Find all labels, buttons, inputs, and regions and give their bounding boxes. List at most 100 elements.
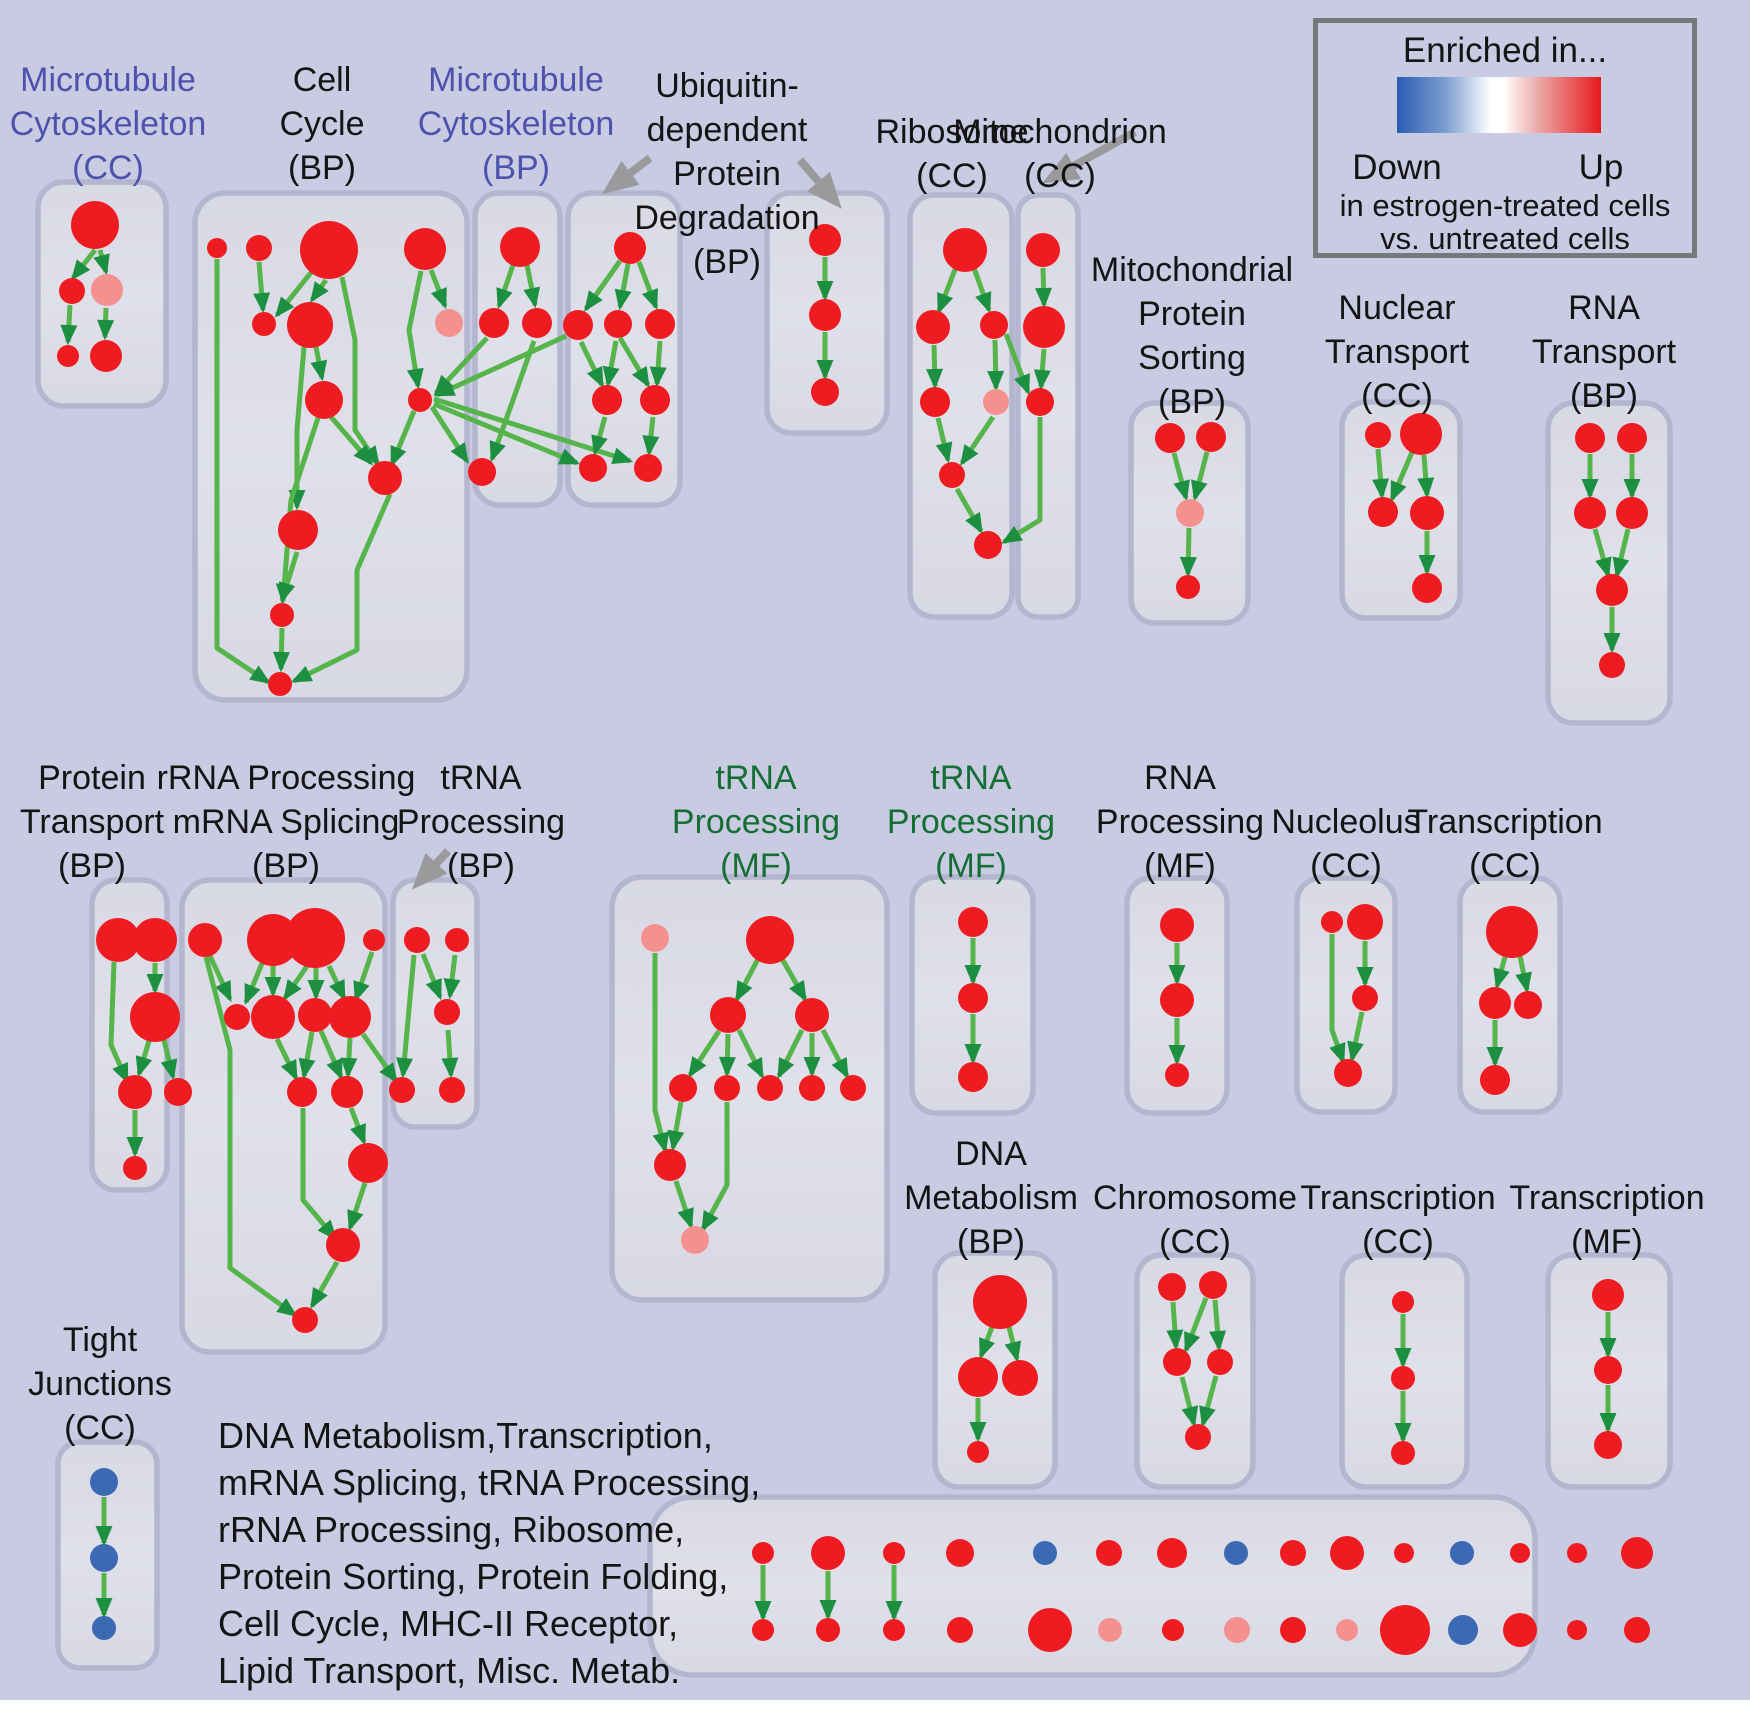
edge-arrow xyxy=(667,1101,685,1152)
gene-node xyxy=(563,310,593,340)
gene-node xyxy=(1410,496,1444,530)
gene-node xyxy=(958,1357,998,1397)
edge-arrow xyxy=(326,964,347,1002)
gene-node xyxy=(811,378,839,406)
gene-node xyxy=(1380,1605,1430,1655)
gene-node xyxy=(71,201,119,249)
edge-arrow xyxy=(1004,1326,1022,1363)
label-protein-transport-bp: Protein Transport (BP) xyxy=(19,759,165,885)
gene-node xyxy=(468,458,496,486)
legend-up-label: Up xyxy=(1578,148,1624,187)
edge-arrow xyxy=(441,1029,459,1079)
edge-arrow xyxy=(523,264,541,309)
legend-subtitle-2: vs. untreated cells xyxy=(1380,221,1630,256)
gene-node xyxy=(1450,1541,1474,1565)
gene-node xyxy=(1185,1424,1211,1450)
gene-node xyxy=(305,381,343,419)
edge-arrow xyxy=(1372,448,1390,500)
gene-node xyxy=(1486,906,1538,958)
edge-arrow xyxy=(298,1031,316,1080)
gene-node xyxy=(1199,1271,1227,1299)
gene-node xyxy=(1158,1273,1186,1301)
label-cell-cycle-bp: Cell Cycle (BP) xyxy=(279,61,365,187)
gene-node xyxy=(1368,497,1398,527)
gene-node xyxy=(408,388,432,412)
gene-node xyxy=(710,997,746,1033)
edge-arrow xyxy=(614,263,632,311)
gene-node xyxy=(1176,575,1200,599)
edge-arrow xyxy=(282,964,310,1001)
gene-node xyxy=(1165,1063,1189,1087)
edge-arrow xyxy=(420,953,443,1001)
misc-clusters-annotation: DNA Metabolism,Transcription, mRNA Splic… xyxy=(218,1415,761,1691)
gene-node xyxy=(592,385,622,415)
gene-node xyxy=(1479,987,1511,1019)
edge-arrow xyxy=(583,259,623,312)
gene-node xyxy=(363,929,385,951)
gene-node xyxy=(1575,423,1605,453)
gene-node xyxy=(1033,1541,1057,1565)
gene-node xyxy=(133,918,177,962)
gene-node xyxy=(614,232,646,264)
edge-arrow xyxy=(428,269,448,310)
label-chromosome-cc: Chromosome (CC) xyxy=(1092,1179,1298,1261)
edge-arrow xyxy=(93,249,110,276)
label-ribosome-cc: Ribosome (CC) xyxy=(875,113,1029,195)
gene-node xyxy=(883,1542,905,1564)
label-transcription-cc-mid: Transcription (CC) xyxy=(1407,803,1603,885)
gene-node xyxy=(1592,1279,1624,1311)
edge-arrow xyxy=(954,487,984,534)
gene-node xyxy=(285,908,345,968)
gene-node xyxy=(939,462,965,488)
gene-node xyxy=(640,385,670,415)
edge-arrow xyxy=(652,953,670,1154)
label-rna-transport-bp: RNA Transport (BP) xyxy=(1531,289,1677,415)
gene-node xyxy=(268,672,292,696)
edge-arrow xyxy=(591,416,608,457)
gene-node xyxy=(1096,1540,1122,1566)
gene-node xyxy=(1196,422,1226,452)
edge-arrow xyxy=(309,1260,340,1309)
edge-arrow xyxy=(489,340,537,463)
label-trna-processing-mf-1: tRNA Processing (MF) xyxy=(671,759,841,885)
edge-arrow xyxy=(1035,267,1053,309)
gene-node xyxy=(809,299,841,331)
gene-node xyxy=(404,927,430,953)
gene-node xyxy=(1157,1538,1187,1568)
gene-node xyxy=(331,1076,363,1108)
edge-arrow xyxy=(776,1028,805,1080)
edge-arrow xyxy=(203,956,298,1318)
edge-arrow xyxy=(60,304,78,346)
edge-arrow xyxy=(700,1102,730,1232)
edge-arrow xyxy=(1179,1376,1199,1428)
edge-arrow xyxy=(1515,955,1532,994)
gene-node xyxy=(1347,904,1383,940)
gene-node xyxy=(224,1004,250,1030)
edge-arrow xyxy=(987,339,1005,392)
gene-node xyxy=(1448,1615,1478,1645)
legend-box: Enriched in... Down Up in estrogen-treat… xyxy=(1313,18,1697,258)
gene-node xyxy=(91,274,123,306)
edge-arrow xyxy=(636,261,659,311)
edge-arrow xyxy=(290,493,393,684)
edge-arrow xyxy=(1166,1301,1184,1351)
edge-arrow xyxy=(936,266,959,315)
edge-arrow xyxy=(617,336,651,388)
edge-arrow xyxy=(778,955,808,1002)
gene-node xyxy=(92,1616,116,1640)
label-transcription-mf: Transcription (MF) xyxy=(1509,1179,1705,1261)
gene-node xyxy=(916,310,950,344)
gene-node xyxy=(1394,1543,1414,1563)
gene-node xyxy=(90,340,122,372)
gene-node xyxy=(795,998,829,1032)
edge-arrow xyxy=(348,1107,367,1146)
gene-node xyxy=(1280,1540,1306,1566)
gene-node xyxy=(1510,1543,1530,1563)
edge-arrow xyxy=(160,1039,178,1081)
gene-node xyxy=(404,228,446,270)
edge-arrow xyxy=(443,954,461,1000)
gene-node xyxy=(435,309,463,337)
gene-node xyxy=(604,310,632,338)
edge-arrow xyxy=(360,1032,399,1084)
edge-arrow xyxy=(820,1028,850,1080)
